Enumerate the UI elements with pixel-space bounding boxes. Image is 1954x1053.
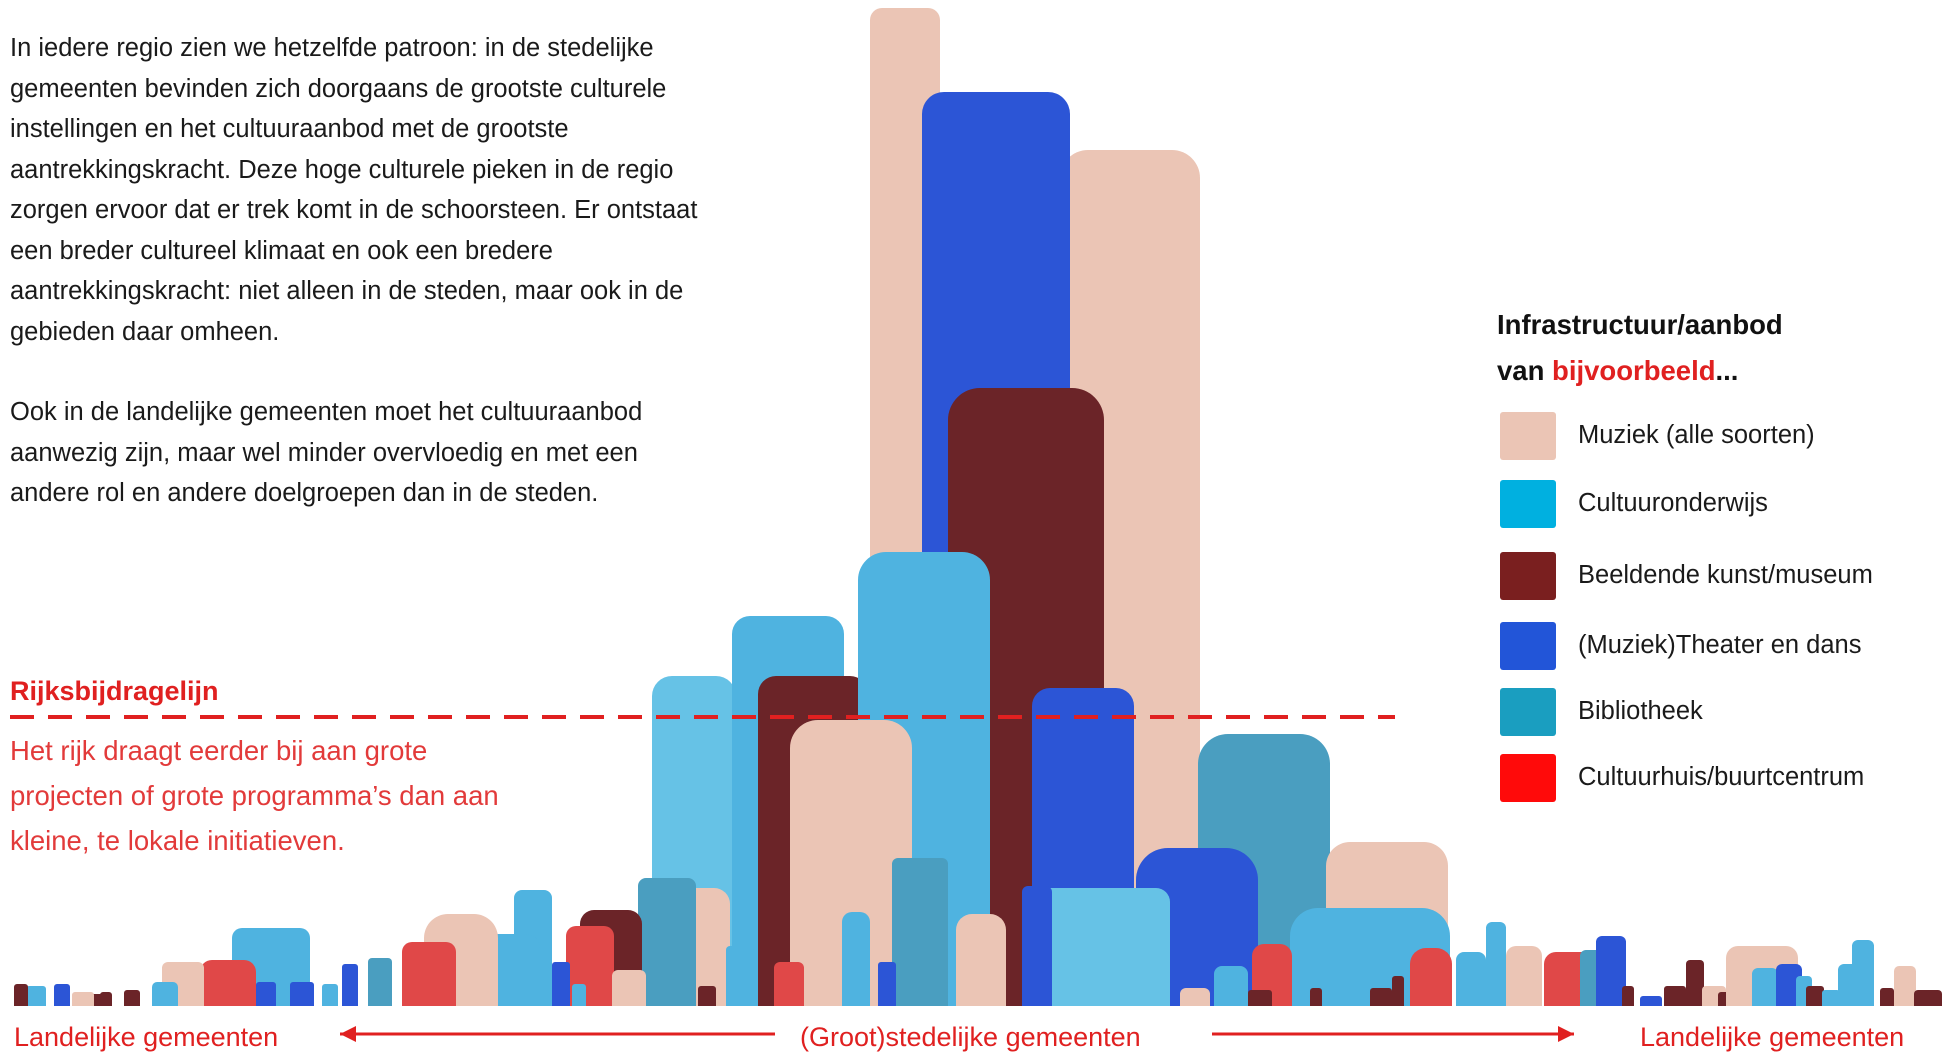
intro-paragraph-2: Ook in de landelijke gemeenten moet het … [10,398,643,507]
legend-item-muziek: Muziek (alle soorten) [1500,412,1940,460]
axis-arrow-left-head [340,1026,356,1042]
skyline-baseline-mask [0,1006,1954,1050]
skyline-block-onderwijs-48 [842,912,870,1016]
legend-swatch-beeldende-kunst [1500,552,1556,600]
skyline-block-onderwijs-77 [1852,940,1874,1012]
skyline-block-muziek-8 [790,720,912,1034]
legend-item-bibliotheek: Bibliotheek [1500,688,1940,736]
legend-item-cultuuronderwijs: Cultuuronderwijs [1500,480,1940,528]
skyline-block-museum-64 [1622,986,1634,1009]
legend-label-bibliotheek: Bibliotheek [1578,697,1703,725]
legend-swatch-theater [1500,622,1556,670]
legend-label-cultuuronderwijs: Cultuuronderwijs [1578,489,1768,517]
skyline-block-bibliotheek-27 [368,958,392,1010]
skyline-bars [0,8,1954,1050]
axis-label-left: Landelijke gemeenten [14,1022,279,1052]
skyline-block-onderwijs-38 [26,986,46,1009]
skyline-block-theater-28 [342,964,358,1009]
legend-label-beeldende-kunst: Beeldende kunst/museum [1578,561,1873,589]
legend-title-line-2: van bijvoorbeeld... [1497,348,1783,394]
axis-arrow-right-head [1558,1026,1574,1042]
skyline-block-muziek-79 [1894,966,1916,1011]
skyline-block-muziek-60 [1506,946,1542,1016]
skyline-block-theater-63 [1596,936,1626,1012]
skyline-block-muziek-36 [72,992,94,1009]
skyline-block-muziek-17 [956,914,1006,1022]
skyline-block-onderwijs-58 [1456,952,1486,1014]
skyline-block-museum-39 [14,984,28,1009]
legend-item-cultuurhuis: Cultuurhuis/buurtcentrum [1500,754,1940,802]
skyline-block-bibliotheek-19 [638,878,696,1014]
skyline-block-museum-54 [1310,988,1322,1009]
skyline-block-theater-65 [1640,996,1662,1009]
skyline-block-theater-41 [290,982,314,1009]
axis-label-center: (Groot)stedelijke gemeenten [800,1022,1141,1052]
axis-arrows [340,1026,1574,1042]
legend-swatch-muziek [1500,412,1556,460]
skyline-block-cultuurhuis-30 [200,960,256,1018]
rijksbijdrage-text: Het rijk draagt eerder bij aan grote pro… [10,735,499,856]
skyline-block-museum-66 [1664,986,1686,1009]
axis-label-right: Landelijke gemeenten [1640,1022,1905,1052]
skyline-block-cultuurhuis-26 [402,942,456,1016]
legend-title-line-1: Infrastructuur/aanbod [1497,309,1783,340]
skyline-block-theater-72 [1776,964,1802,1012]
legend-swatch-bibliotheek [1500,688,1556,736]
skyline-block-onderwijs-71 [1752,968,1778,1012]
skyline-block-museum-80 [1914,990,1942,1010]
skyline-block-theater-43 [552,962,570,1009]
skyline-block-museum-46 [698,986,716,1009]
intro-text: In iedere regio zien we hetzelfde patroo… [10,28,710,514]
legend-label-cultuurhuis: Cultuurhuis/buurtcentrum [1578,763,1865,791]
skyline-block-cultuurhuis-47 [774,962,804,1012]
skyline-block-onderwijs-51 [1214,966,1248,1014]
skyline-block-onderwijs-32 [152,982,178,1011]
skyline-block-theater-37 [54,984,70,1009]
legend-swatch-cultuuronderwijs [1500,480,1556,528]
legend-swatch-cultuurhuis [1500,754,1556,802]
skyline-block-museum-74 [1806,986,1824,1009]
skyline-block-onderwijs-42 [322,984,338,1009]
skyline-block-museum-53 [1248,990,1272,1009]
skyline-block-cultuurhuis-57 [1410,948,1452,1022]
skyline-block-theater-49 [878,962,896,1009]
legend-label-muziek: Muziek (alle soorten) [1578,421,1815,449]
skyline-block-onderwijs-59 [1486,922,1506,1012]
skyline-block-museum-67 [1686,960,1704,1010]
legend-title: Infrastructuur/aanbod van bijvoorbeeld..… [1497,302,1783,394]
rijksbijdrage-title: Rijksbijdragelijn [10,676,219,706]
legend-item-beeldende-kunst: Beeldende kunst/museum [1500,552,1940,600]
skyline-block-museum-55 [1370,988,1392,1009]
skyline-block-onderwijs-45 [726,946,754,1010]
legend-title-prefix: van [1497,355,1553,386]
skyline-block-museum-78 [1880,988,1894,1009]
skyline-block-theater-40 [256,982,276,1009]
skyline-block-bibliotheek-16 [892,858,948,1012]
skyline-block-onderwijs_light-13 [1036,888,1170,1020]
intro-paragraph-1: In iedere regio zien we hetzelfde patroo… [10,34,698,346]
skyline-block-museum-33 [124,990,140,1009]
legend-title-highlight: bijvoorbeeld [1552,355,1716,386]
skyline-block-muziek-22 [612,970,646,1012]
legend-label-theater: (Muziek)Theater en dans [1578,631,1862,659]
skyline-block-museum-56 [1392,976,1404,1009]
legend-title-suffix: ... [1715,355,1739,386]
skyline-block-onderwijs-75 [1822,990,1840,1009]
legend-item-theater: (Muziek)Theater en dans [1500,622,1940,670]
skyline-block-theater-15 [1022,886,1052,1012]
skyline-block-onderwijs-44 [572,984,586,1009]
